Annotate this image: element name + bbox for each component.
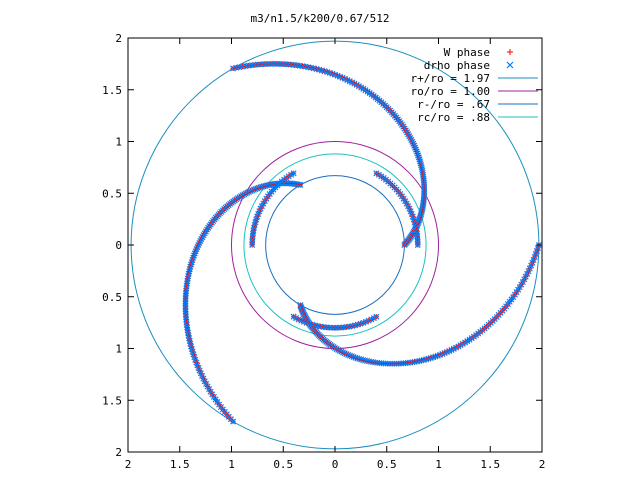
x-tick-label-4: 0: [332, 458, 339, 471]
x-tick-label-8: 2: [539, 458, 546, 471]
legend-label-5: rc/ro = .88: [417, 111, 490, 124]
y-tick-label-7: 1.5: [102, 394, 122, 407]
x-axis-ticks: 2 1.5 1 0.5 0 0.5 1 1.5 2: [125, 38, 546, 471]
drho-phase-point-281: [230, 418, 237, 425]
legend-label-4: r-/ro = .67: [417, 98, 490, 111]
y-axis-ticks: 2 1.5 1 0.5 0 0.5 1 1.5 2: [102, 32, 542, 459]
drho-phase-point-484: [414, 241, 421, 249]
legend-label-0: W phase: [444, 46, 490, 59]
x-tick-label-0: 2: [125, 458, 132, 471]
x-tick-label-3: 0.5: [273, 458, 293, 471]
y-tick-label-1: 1.5: [102, 84, 122, 97]
reference-circle-1: [231, 141, 439, 349]
phase-points: [182, 60, 542, 425]
y-tick-label-0: 2: [115, 32, 122, 45]
x-tick-label-5: 0.5: [377, 458, 397, 471]
y-tick-label-5: 0.5: [102, 291, 122, 304]
reference-circle-3: [243, 153, 427, 337]
x-tick-label-7: 1.5: [480, 458, 500, 471]
legend-label-1: drho phase: [424, 59, 490, 72]
y-tick-label-3: 0.5: [102, 187, 122, 200]
legend-swatch-1: [506, 61, 514, 69]
x-tick-label-1: 1.5: [170, 458, 190, 471]
drho-phase-point-140: [230, 65, 237, 72]
legend-swatch-0: [507, 49, 513, 55]
drho-phase-point-453: [290, 170, 297, 177]
legend-label-3: ro/ro = 1.00: [411, 85, 490, 98]
y-tick-label-6: 1: [115, 343, 122, 356]
legend-label-2: r+/ro = 1.97: [411, 72, 490, 85]
x-tick-label-2: 1: [228, 458, 235, 471]
x-tick-label-6: 1: [435, 458, 442, 471]
reference-circle-2: [265, 175, 405, 315]
y-tick-label-4: 0: [115, 239, 122, 252]
y-tick-label-8: 2: [115, 446, 122, 459]
chart-title: m3/n1.5/k200/0.67/512: [250, 12, 389, 25]
y-tick-label-2: 1: [115, 136, 122, 149]
drho-phase-point-515: [290, 313, 297, 320]
